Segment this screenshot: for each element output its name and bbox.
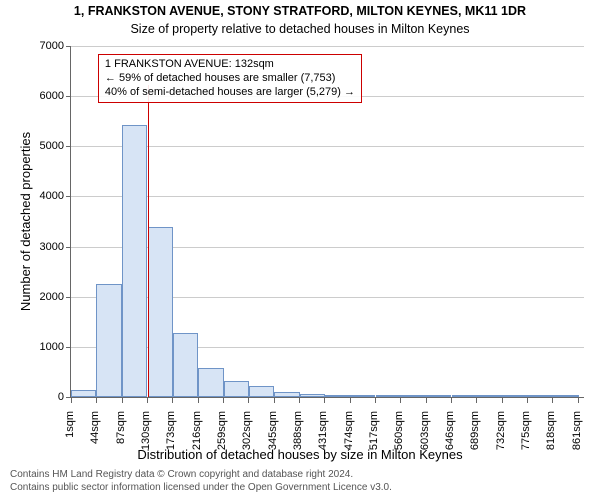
y-tick-mark [66, 297, 71, 298]
histogram-bar [173, 333, 198, 397]
y-tick-mark [66, 146, 71, 147]
x-tick-label: 775sqm [520, 411, 532, 481]
x-tick-mark [96, 398, 97, 403]
x-tick-label: 216sqm [191, 411, 203, 481]
x-tick-label: 173sqm [165, 411, 177, 481]
y-tick-label: 5000 [24, 140, 64, 152]
y-tick-label: 3000 [24, 241, 64, 253]
x-tick-mark [147, 398, 148, 403]
x-tick-label: 345sqm [267, 411, 279, 481]
histogram-bar [71, 390, 96, 397]
x-tick-label: 560sqm [393, 411, 405, 481]
x-tick-label: 517sqm [368, 411, 380, 481]
x-tick-label: 818sqm [545, 411, 557, 481]
histogram-bar [376, 395, 401, 397]
y-tick-label: 4000 [24, 190, 64, 202]
histogram-bar [148, 227, 173, 397]
histogram-bar [477, 395, 502, 397]
x-tick-label: 130sqm [140, 411, 152, 481]
y-tick-label: 6000 [24, 90, 64, 102]
annotation-line: 1 FRANKSTON AVENUE: 132sqm [105, 58, 355, 72]
x-tick-mark [375, 398, 376, 403]
histogram-bar [452, 395, 477, 397]
histogram-bar [274, 392, 299, 397]
histogram-bar [224, 381, 249, 397]
annotation-line: 40% of semi-detached houses are larger (… [105, 86, 355, 100]
annotation-box: 1 FRANKSTON AVENUE: 132sqm← 59% of detac… [98, 54, 362, 103]
x-tick-label: 1sqm [64, 411, 76, 481]
x-tick-label: 689sqm [469, 411, 481, 481]
y-tick-label: 7000 [24, 40, 64, 52]
y-tick-label: 1000 [24, 341, 64, 353]
x-tick-mark [299, 398, 300, 403]
y-tick-mark [66, 96, 71, 97]
y-tick-label: 0 [24, 391, 64, 403]
y-tick-mark [66, 247, 71, 248]
x-tick-label: 44sqm [89, 411, 101, 481]
x-tick-label: 732sqm [495, 411, 507, 481]
x-tick-label: 87sqm [115, 411, 127, 481]
chart-plot-area: 1 FRANKSTON AVENUE: 132sqm← 59% of detac… [70, 46, 584, 398]
x-tick-mark [248, 398, 249, 403]
chart-title-line2: Size of property relative to detached ho… [0, 22, 600, 36]
histogram-bar [350, 395, 375, 397]
x-tick-label: 259sqm [216, 411, 228, 481]
x-tick-label: 861sqm [571, 411, 583, 481]
x-tick-mark [122, 398, 123, 403]
histogram-bar [503, 395, 528, 397]
x-tick-mark [426, 398, 427, 403]
x-tick-mark [476, 398, 477, 403]
histogram-bar [528, 395, 553, 397]
footer-line-2: Contains public sector information licen… [10, 482, 392, 495]
x-tick-mark [400, 398, 401, 403]
x-tick-label: 388sqm [292, 411, 304, 481]
histogram-bar [96, 284, 121, 397]
y-tick-label: 2000 [24, 291, 64, 303]
x-tick-label: 646sqm [444, 411, 456, 481]
reference-line [148, 85, 149, 397]
x-tick-mark [451, 398, 452, 403]
x-tick-label: 603sqm [419, 411, 431, 481]
x-tick-mark [223, 398, 224, 403]
histogram-bar [122, 125, 147, 397]
histogram-bar [300, 394, 325, 398]
grid-line [71, 46, 584, 47]
histogram-bar [249, 386, 274, 397]
x-tick-mark [502, 398, 503, 403]
x-tick-mark [274, 398, 275, 403]
x-tick-mark [350, 398, 351, 403]
x-tick-mark [578, 398, 579, 403]
y-tick-mark [66, 46, 71, 47]
y-tick-mark [66, 196, 71, 197]
x-tick-mark [71, 398, 72, 403]
y-tick-mark [66, 347, 71, 348]
histogram-bar [325, 395, 350, 397]
x-tick-label: 474sqm [343, 411, 355, 481]
histogram-bar [426, 395, 451, 397]
x-tick-mark [172, 398, 173, 403]
x-tick-label: 431sqm [317, 411, 329, 481]
histogram-bar [198, 368, 223, 397]
chart-title-line1: 1, FRANKSTON AVENUE, STONY STRATFORD, MI… [0, 4, 600, 18]
x-tick-mark [324, 398, 325, 403]
x-tick-mark [198, 398, 199, 403]
histogram-bar [401, 395, 426, 397]
histogram-bar [553, 395, 578, 397]
x-tick-mark [527, 398, 528, 403]
x-tick-label: 302sqm [241, 411, 253, 481]
annotation-line: ← 59% of detached houses are smaller (7,… [105, 72, 355, 86]
x-tick-mark [552, 398, 553, 403]
